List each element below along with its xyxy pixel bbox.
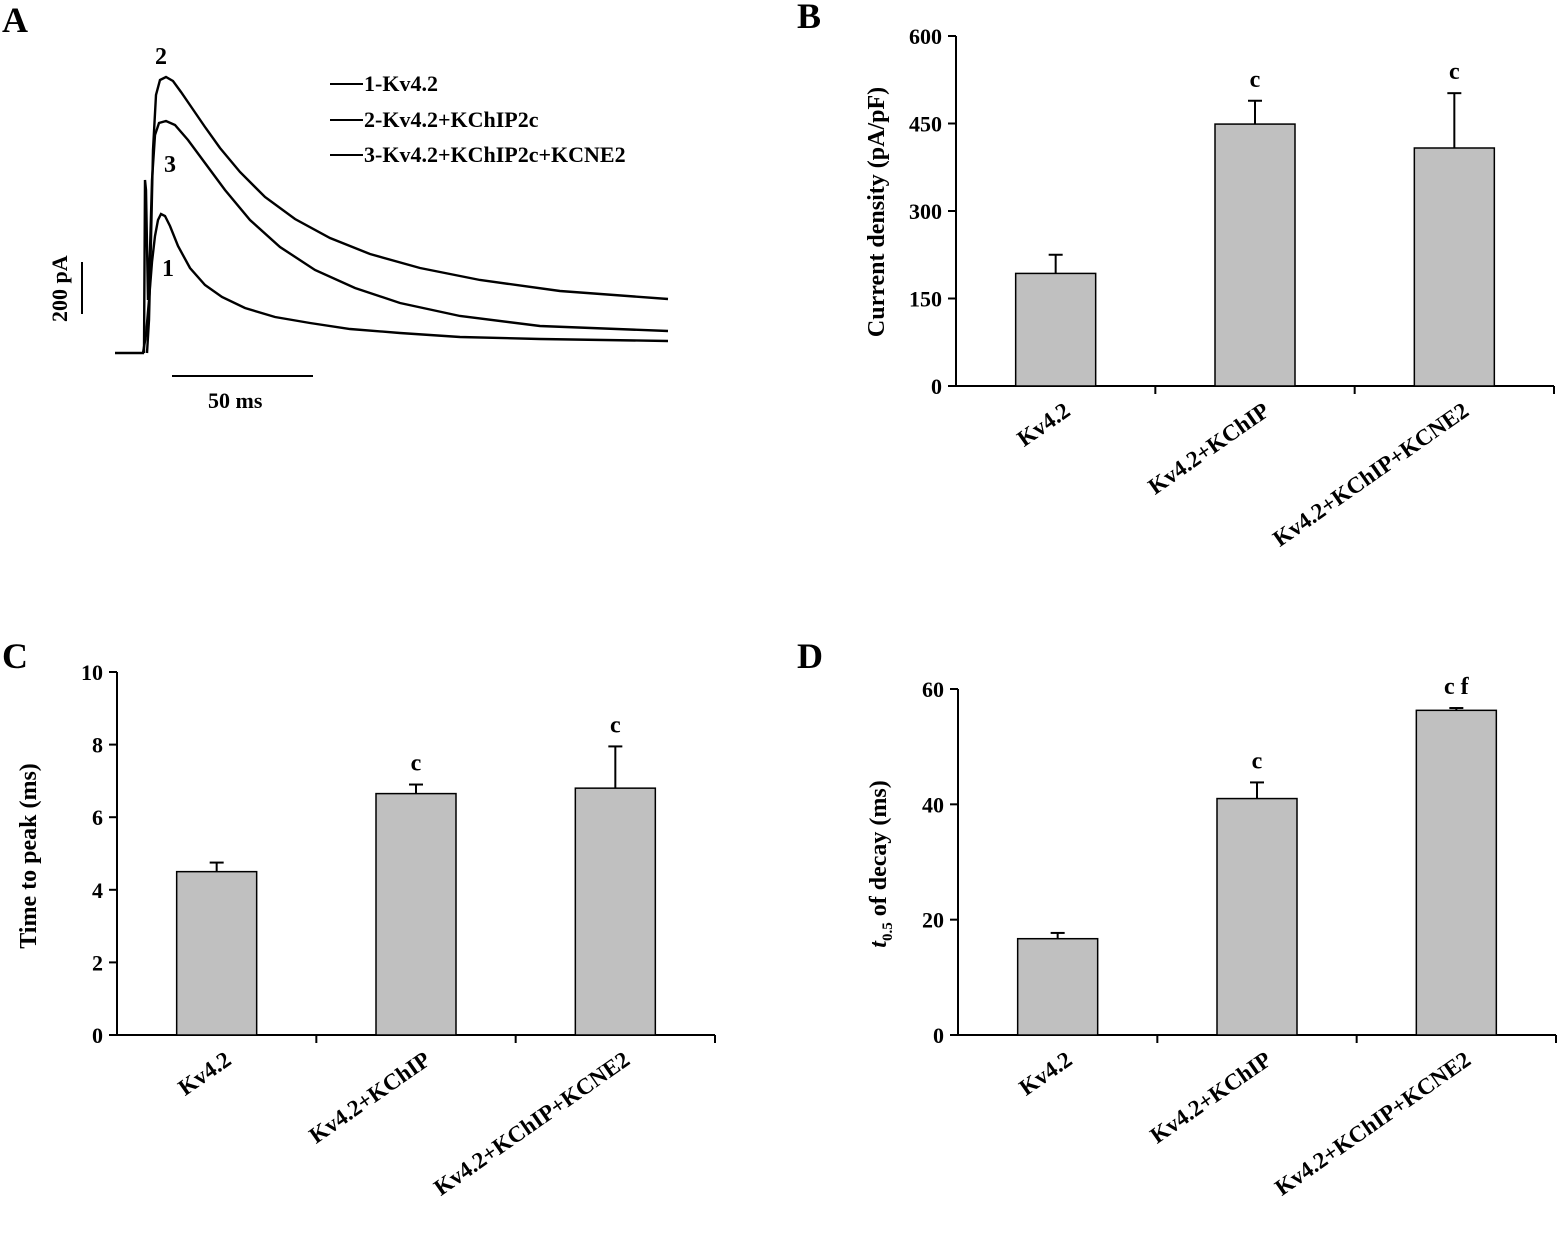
bar bbox=[1016, 937, 1099, 1036]
legend-item-1: 1-Kv4.2 bbox=[364, 71, 438, 96]
scale-bar-current-label: 200 pA bbox=[47, 255, 72, 322]
y-tick-label: 40 bbox=[922, 792, 944, 817]
y-axis-label-d: t0.5 of decay (ms) bbox=[866, 780, 896, 947]
x-category-label: Kv4.2+KChIP+KCNE2 bbox=[1268, 398, 1473, 552]
significance-label: c bbox=[610, 712, 621, 738]
trace-3-kv4-2-kchip2c-kcne2 bbox=[142, 119, 669, 354]
bar bbox=[1214, 123, 1296, 387]
panel-b-label: B bbox=[797, 0, 821, 36]
y-tick-label: 600 bbox=[909, 24, 942, 49]
y-axis-label-d-rest: of decay (ms) bbox=[866, 780, 892, 922]
scale-bar-time-label: 50 ms bbox=[208, 388, 263, 413]
legend-item-3: 3-Kv4.2+KChIP2c+KCNE2 bbox=[364, 142, 626, 167]
y-tick-label: 150 bbox=[909, 287, 942, 312]
panel-d-label: D bbox=[797, 636, 823, 676]
y-tick-label: 10 bbox=[81, 660, 103, 685]
chart-d: 0 20 40 60 Kv4.2 Kv4.2+KChIPKv4.2+KChIP+KCNE2… bbox=[866, 674, 1557, 1201]
y-tick-label: 2 bbox=[92, 950, 103, 975]
panel-a: A 2 3 1 1-Kv4.2 2-Kv4.2+KChIP2c 3-Kv4.2+… bbox=[2, 0, 669, 413]
y-tick-label: 4 bbox=[92, 878, 103, 903]
chart-b: 0 150 300 450 600 Kv4.2 Kv4.2+KChIPKv4.2+KChIP… bbox=[864, 24, 1555, 552]
y-tick-label: 0 bbox=[931, 374, 942, 399]
significance-label: c bbox=[1252, 748, 1263, 774]
y-axis-label-c: Time to peak (ms) bbox=[16, 763, 42, 949]
y-tick-label: 8 bbox=[92, 733, 103, 758]
x-category-label: Kv4.2+KChIP bbox=[1144, 398, 1274, 500]
trace-2-kv4-2-kchip2c bbox=[145, 75, 669, 354]
bar bbox=[1415, 709, 1498, 1036]
significance-label: c bbox=[1250, 67, 1261, 93]
panel-d: D 0 20 40 60 Kv4.2 Kv4.2+KChIPKv4.2+KChIP+KCN… bbox=[797, 636, 1557, 1201]
y-tick-label: 0 bbox=[92, 1023, 103, 1048]
bar bbox=[1014, 272, 1097, 387]
trace-1-number: 1 bbox=[162, 256, 174, 282]
y-axis-label-b: Current density (pA/pF) bbox=[864, 87, 890, 337]
panel-c: C 0 2 4 6 8 10 Kv4.2 Kv4.2+KChIPKv4.2+KChIP+KCN… bbox=[2, 636, 716, 1201]
significance-label: c bbox=[1449, 59, 1460, 85]
trace-legend: 1-Kv4.2 2-Kv4.2+KChIP2c 3-Kv4.2+KChIP2c+… bbox=[330, 71, 626, 167]
bar bbox=[175, 870, 258, 1036]
x-category-label: Kv4.2 bbox=[1015, 1047, 1077, 1101]
legend-item-2: 2-Kv4.2+KChIP2c bbox=[364, 107, 539, 132]
y-tick-label: 20 bbox=[922, 908, 944, 933]
bar bbox=[1216, 797, 1298, 1036]
y-axis-label-d-subscript: 0.5 bbox=[880, 922, 896, 941]
x-category-label: Kv4.2 bbox=[1013, 398, 1075, 452]
trace-2-number: 2 bbox=[155, 44, 167, 70]
panel-c-label: C bbox=[2, 636, 28, 676]
y-tick-label: 60 bbox=[922, 677, 944, 702]
significance-label: c bbox=[411, 751, 422, 777]
x-category-label: Kv4.2+KChIP+KCNE2 bbox=[429, 1047, 634, 1201]
x-category-label: Kv4.2+KChIP bbox=[1146, 1047, 1276, 1149]
bar bbox=[574, 787, 657, 1036]
x-category-label: Kv4.2 bbox=[174, 1047, 236, 1101]
y-tick-label: 6 bbox=[92, 805, 103, 830]
trace-1-kv4-2 bbox=[115, 212, 669, 355]
bar bbox=[1413, 147, 1496, 387]
bar bbox=[375, 792, 457, 1036]
y-tick-label: 0 bbox=[933, 1023, 944, 1048]
trace-3-number: 3 bbox=[164, 152, 176, 178]
chart-c: 0 2 4 6 8 10 Kv4.2 Kv4.2+KChIPKv4.2+KChIP+KCNE2… bbox=[16, 660, 716, 1201]
x-category-label: Kv4.2+KChIP bbox=[305, 1047, 435, 1149]
y-tick-label: 300 bbox=[909, 199, 942, 224]
significance-label: c f bbox=[1444, 674, 1470, 700]
panel-a-label: A bbox=[2, 0, 28, 40]
y-axis-label-d-main: t bbox=[866, 940, 892, 948]
x-category-label: Kv4.2+KChIP+KCNE2 bbox=[1270, 1047, 1475, 1201]
y-tick-label: 450 bbox=[909, 112, 942, 137]
panel-b: B 0 150 300 450 600 Kv4.2 Kv4.2+KChIPKv4.2+KCh… bbox=[797, 0, 1555, 552]
